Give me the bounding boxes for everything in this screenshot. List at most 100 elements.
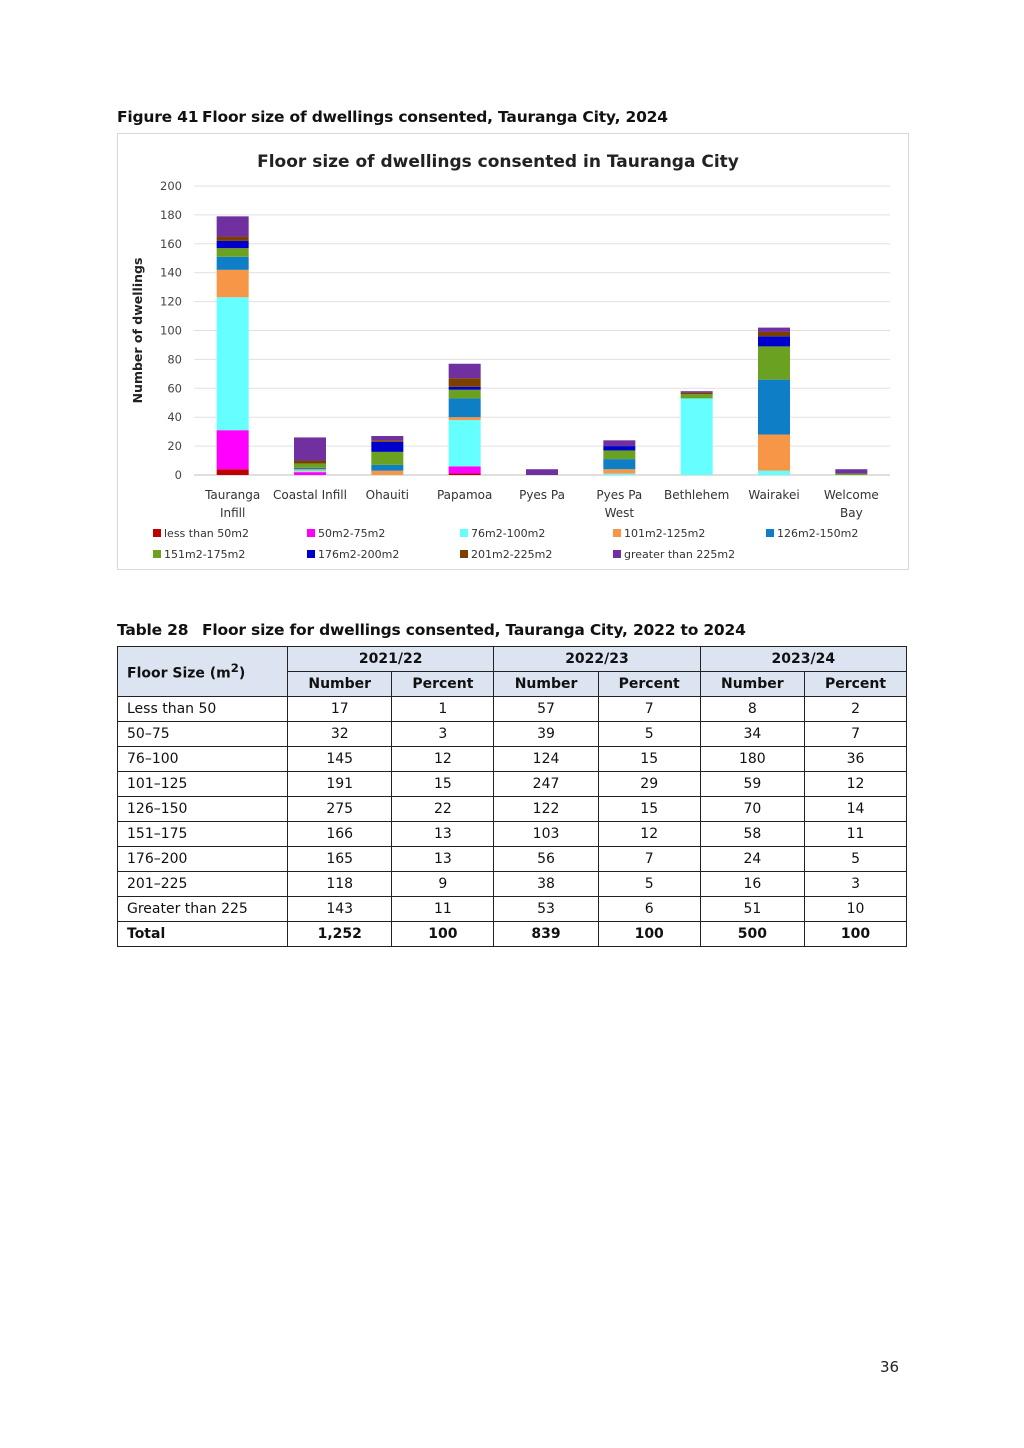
table-cell: 124 bbox=[493, 746, 599, 772]
table-cell: 275 bbox=[286, 796, 393, 822]
bar-segment bbox=[680, 394, 713, 399]
bar-segment bbox=[294, 469, 326, 471]
table-cell: 1 bbox=[391, 696, 495, 722]
table-cell: 34 bbox=[699, 721, 806, 747]
legend-label: 151m2-175m2 bbox=[164, 548, 245, 561]
bar-segment bbox=[448, 389, 481, 399]
y-tick-label: 20 bbox=[167, 439, 182, 453]
x-tick-label: Wairakei bbox=[748, 488, 799, 502]
row-label: 201–225 bbox=[117, 871, 288, 897]
legend-swatch bbox=[613, 550, 621, 558]
legend-label: 50m2-75m2 bbox=[318, 527, 385, 540]
table-row: Greater than 225 143 11 53 6 51 10 bbox=[117, 896, 907, 922]
bar-segment bbox=[371, 470, 404, 475]
y-axis-label: Number of dwellings bbox=[130, 258, 145, 404]
table-cell: 1,252 bbox=[286, 921, 393, 947]
y-tick-label: 180 bbox=[160, 208, 182, 222]
bar-segment bbox=[294, 437, 326, 461]
table-cell: 10 bbox=[804, 896, 907, 922]
table-cell: 2 bbox=[804, 696, 907, 722]
table-cell: 8 bbox=[699, 696, 806, 722]
legend-swatch bbox=[613, 529, 621, 537]
table-cell: 70 bbox=[699, 796, 806, 822]
legend-swatch bbox=[307, 550, 315, 558]
chart-frame: Floor size of dwellings consented in Tau… bbox=[117, 133, 909, 570]
table-subheader-row: Number Percent Number Percent Number Per… bbox=[118, 671, 907, 697]
bar-segment bbox=[758, 346, 790, 380]
table-cell: 51 bbox=[699, 896, 806, 922]
y-tick-label: 160 bbox=[160, 237, 182, 251]
bar-segment bbox=[294, 463, 326, 468]
bar-segment bbox=[216, 469, 249, 475]
row-label: Greater than 225 bbox=[117, 896, 288, 922]
table-cell: 166 bbox=[286, 821, 393, 847]
bar-segment bbox=[603, 446, 636, 451]
table-number: Table 28 bbox=[117, 621, 189, 639]
bar-segment bbox=[448, 378, 481, 387]
row-label: 151–175 bbox=[117, 821, 288, 847]
year-header: 2023/24 bbox=[699, 646, 908, 672]
table-cell: 9 bbox=[391, 871, 495, 897]
table-cell: 7 bbox=[597, 696, 701, 722]
figure-title: Floor size of dwellings consented, Taura… bbox=[202, 108, 668, 126]
legend-label: 101m2-125m2 bbox=[624, 527, 705, 540]
table-cell: 145 bbox=[286, 746, 393, 772]
x-tick-label: West bbox=[605, 506, 635, 520]
bar-segment bbox=[758, 470, 790, 475]
y-tick-label: 100 bbox=[160, 324, 182, 338]
table-cell: 59 bbox=[699, 771, 806, 797]
x-tick-label: Ohauiti bbox=[366, 488, 409, 502]
table-cell: 180 bbox=[699, 746, 806, 772]
row-label: 50–75 bbox=[117, 721, 288, 747]
y-tick-label: 0 bbox=[175, 468, 182, 482]
bar-segment bbox=[448, 420, 481, 467]
bar-segment bbox=[448, 386, 481, 390]
table-caption: Table 28 Floor size for dwellings consent… bbox=[117, 621, 746, 639]
table-cell: 39 bbox=[493, 721, 599, 747]
legend-swatch bbox=[460, 529, 468, 537]
bar-segment bbox=[216, 430, 249, 470]
sub-header: Percent bbox=[597, 671, 701, 697]
bar-segment bbox=[371, 435, 404, 441]
bar-segment bbox=[371, 451, 404, 465]
bar-segment bbox=[448, 363, 481, 379]
table-cell: 103 bbox=[493, 821, 599, 847]
legend-label: 201m2-225m2 bbox=[471, 548, 552, 561]
bar-segment bbox=[526, 469, 558, 475]
table-cell: 839 bbox=[493, 921, 599, 947]
table-row: 50–75 32 3 39 5 34 7 bbox=[117, 721, 907, 747]
bar-segment bbox=[216, 248, 249, 257]
table-cell: 122 bbox=[493, 796, 599, 822]
table-cell: 6 bbox=[597, 896, 701, 922]
bar-segment bbox=[758, 331, 790, 337]
table-cell: 191 bbox=[286, 771, 393, 797]
x-tick-label: Tauranga bbox=[204, 488, 260, 502]
table-cell: 24 bbox=[699, 846, 806, 872]
stacked-bar-chart: Floor size of dwellings consented in Tau… bbox=[130, 152, 890, 561]
x-tick-label: Pyes Pa bbox=[519, 488, 565, 502]
bar-segment bbox=[603, 473, 636, 475]
legend-label: less than 50m2 bbox=[164, 527, 249, 540]
table-row: 176–200 165 13 56 7 24 5 bbox=[117, 846, 907, 872]
figure-caption: Figure 41 Floor size of dwellings consent… bbox=[117, 108, 668, 126]
row-label: Less than 50 bbox=[117, 696, 288, 722]
bar-segment bbox=[216, 240, 249, 249]
table-cell: 5 bbox=[597, 871, 701, 897]
table-cell: 100 bbox=[391, 921, 495, 947]
table-cell: 12 bbox=[804, 771, 907, 797]
bar-segment bbox=[758, 434, 790, 471]
legend-label: 126m2-150m2 bbox=[777, 527, 858, 540]
y-tick-label: 120 bbox=[160, 295, 182, 309]
table-row: 76–100 145 12 124 15 180 36 bbox=[117, 746, 907, 772]
x-tick-label: Welcome bbox=[824, 488, 879, 502]
row-label: 126–150 bbox=[117, 796, 288, 822]
x-tick-label: Papamoa bbox=[437, 488, 492, 502]
table-cell: 15 bbox=[597, 796, 701, 822]
x-tick-label: Coastal Infill bbox=[273, 488, 347, 502]
legend-label: 176m2-200m2 bbox=[318, 548, 399, 561]
x-tick-label: Infill bbox=[220, 506, 245, 520]
legend-swatch bbox=[460, 550, 468, 558]
legend-swatch bbox=[153, 529, 161, 537]
table-cell: 3 bbox=[804, 871, 907, 897]
table-row: 101–125 191 15 247 29 59 12 bbox=[117, 771, 907, 797]
